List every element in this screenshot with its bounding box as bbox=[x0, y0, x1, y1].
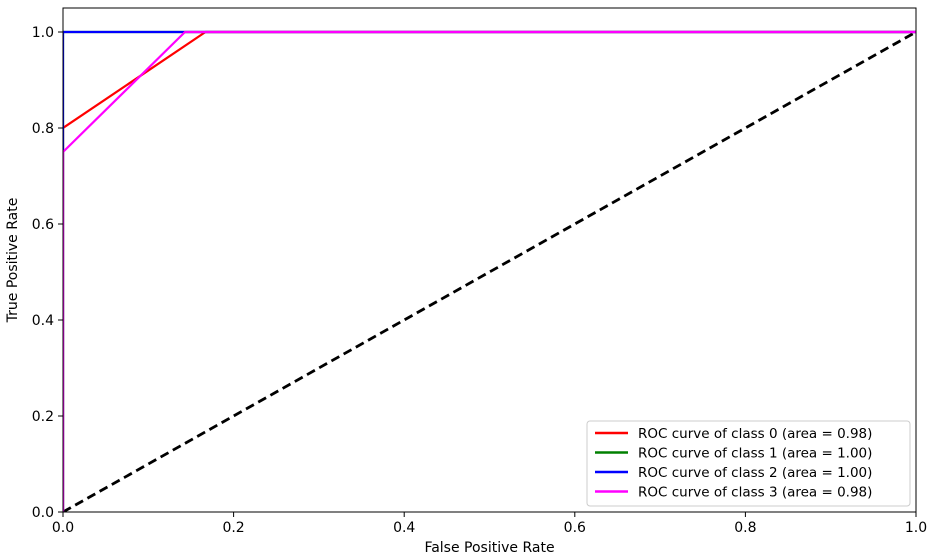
y-tick-label: 0.0 bbox=[32, 505, 54, 521]
legend-label-class-1: ROC curve of class 1 (area = 1.00) bbox=[638, 446, 872, 462]
legend-label-class-3: ROC curve of class 3 (area = 0.98) bbox=[638, 485, 872, 501]
legend: ROC curve of class 0 (area = 0.98) ROC cu… bbox=[586, 420, 911, 507]
x-tick-label: 0.4 bbox=[393, 520, 415, 536]
roc-curve-class-3 bbox=[63, 30, 916, 512]
y-tick-label: 0.8 bbox=[32, 121, 54, 137]
x-tick-label: 0.8 bbox=[734, 520, 756, 536]
x-tick-label: 0.6 bbox=[564, 520, 586, 536]
legend-label-class-2: ROC curve of class 2 (area = 1.00) bbox=[638, 465, 872, 481]
x-tick-label: 1.0 bbox=[905, 520, 927, 536]
y-tick-label: 0.4 bbox=[32, 313, 54, 329]
y-tick-label: 0.2 bbox=[32, 409, 54, 425]
y-tick-label: 0.6 bbox=[32, 217, 54, 233]
y-axis-ticks: 0.0 0.2 0.4 0.6 0.8 1.0 bbox=[32, 25, 63, 521]
legend-label-class-0: ROC curve of class 0 (area = 0.98) bbox=[638, 426, 872, 442]
plot-lines bbox=[63, 30, 916, 512]
x-axis-label: False Positive Rate bbox=[424, 540, 554, 556]
reference-diagonal-line bbox=[63, 30, 916, 512]
x-tick-label: 0.2 bbox=[222, 520, 244, 536]
y-axis-label: True Positive Rate bbox=[5, 198, 21, 324]
x-tick-label: 0.0 bbox=[52, 520, 74, 536]
x-axis-ticks: 0.0 0.2 0.4 0.6 0.8 1.0 bbox=[52, 512, 927, 536]
plot-frame bbox=[62, 7, 917, 513]
legend-box bbox=[586, 420, 911, 507]
y-tick-label: 1.0 bbox=[32, 25, 54, 41]
